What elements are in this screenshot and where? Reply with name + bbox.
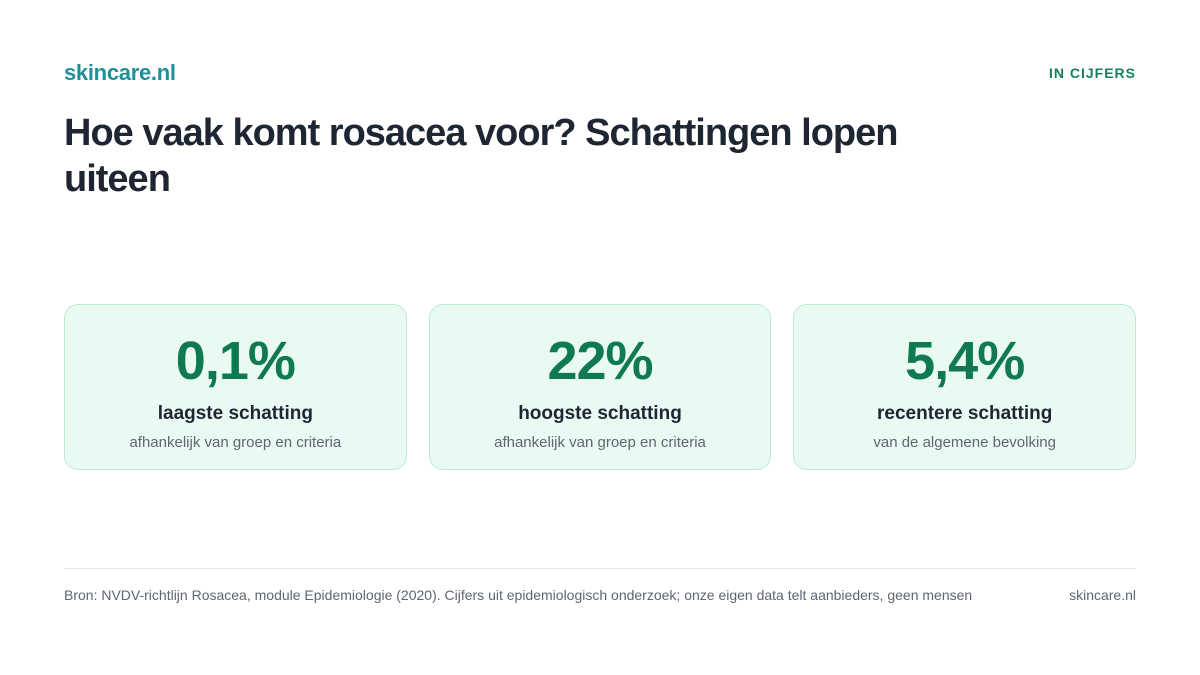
- stat-label: recentere schatting: [877, 403, 1053, 424]
- footer-brand[interactable]: skincare.nl: [1069, 587, 1136, 603]
- header: skincare.nl IN CIJFERS: [64, 58, 1136, 88]
- site-logo[interactable]: skincare.nl: [64, 60, 176, 85]
- stat-cards: 0,1% laagste schatting afhankelijk van g…: [64, 304, 1137, 470]
- stat-caption: van de algemene bevolking: [873, 434, 1056, 451]
- footer-divider: [64, 568, 1136, 569]
- stat-card-highest: 22% hoogste schatting afhankelijk van gr…: [428, 304, 772, 470]
- page-title: Hoe vaak komt rosacea voor? Schattingen …: [64, 112, 898, 200]
- section-tag: IN CIJFERS: [1048, 65, 1136, 81]
- stat-value: 22%: [547, 331, 653, 391]
- footer: Bron: NVDV-richtlijn Rosacea, module Epi…: [64, 586, 1136, 604]
- stat-label: hoogste schatting: [518, 403, 682, 424]
- stat-caption: afhankelijk van groep en criteria: [129, 434, 342, 451]
- stat-value: 5,4%: [905, 331, 1025, 391]
- stat-card-lowest: 0,1% laagste schatting afhankelijk van g…: [64, 304, 407, 470]
- stat-label: laagste schatting: [157, 403, 313, 424]
- source-note: Bron: NVDV-richtlijn Rosacea, module Epi…: [64, 587, 973, 603]
- stat-caption: afhankelijk van groep en criteria: [494, 434, 706, 451]
- stat-card-recent: 5,4% recentere schatting van de algemene…: [793, 304, 1137, 470]
- stat-value: 0,1%: [175, 331, 296, 391]
